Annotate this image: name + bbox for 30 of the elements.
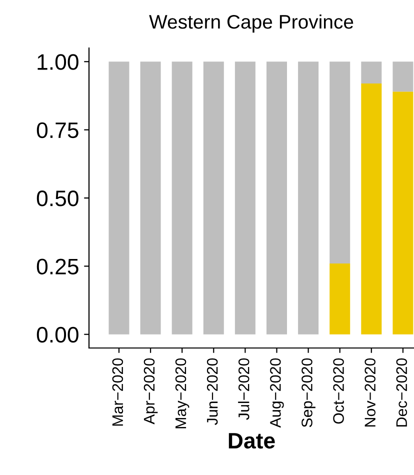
y-tick-label: 0.25 — [36, 258, 78, 274]
chart-title: Western Cape Province — [149, 14, 354, 33]
bar — [392, 92, 414, 334]
x-tick-label: Dec−2020 — [396, 358, 408, 427]
y-tick-label: 1.00 — [38, 54, 78, 70]
bar — [330, 62, 350, 264]
bar — [298, 62, 319, 334]
bar — [330, 263, 350, 334]
x-tick-label: Jul−2020 — [238, 358, 250, 420]
bar — [361, 62, 382, 84]
bar — [234, 62, 256, 334]
x-tick-label: Mar−2020 — [112, 358, 124, 426]
y-tick-label: 0.75 — [36, 122, 78, 138]
x-tick-label: Sep−2020 — [302, 358, 316, 428]
x-tick-label: Aug−2020 — [270, 358, 284, 428]
bar — [392, 62, 414, 92]
y-tick-label: 0.00 — [36, 326, 78, 343]
y-tick-label: 0.50 — [36, 190, 78, 206]
bar — [172, 62, 192, 334]
bar — [108, 62, 130, 334]
x-tick-label: Jun−2020 — [206, 358, 218, 426]
x-tick-label: May−2020 — [175, 358, 190, 428]
bar — [266, 62, 287, 334]
x-tick-label: Oct−2020 — [333, 358, 344, 424]
bar — [140, 62, 161, 334]
x-tick-label: Apr−2020 — [144, 358, 158, 424]
x-axis-title: Date — [228, 433, 275, 449]
x-tick-label: Nov−2020 — [364, 358, 376, 427]
bar — [203, 62, 224, 334]
bar — [361, 83, 382, 334]
